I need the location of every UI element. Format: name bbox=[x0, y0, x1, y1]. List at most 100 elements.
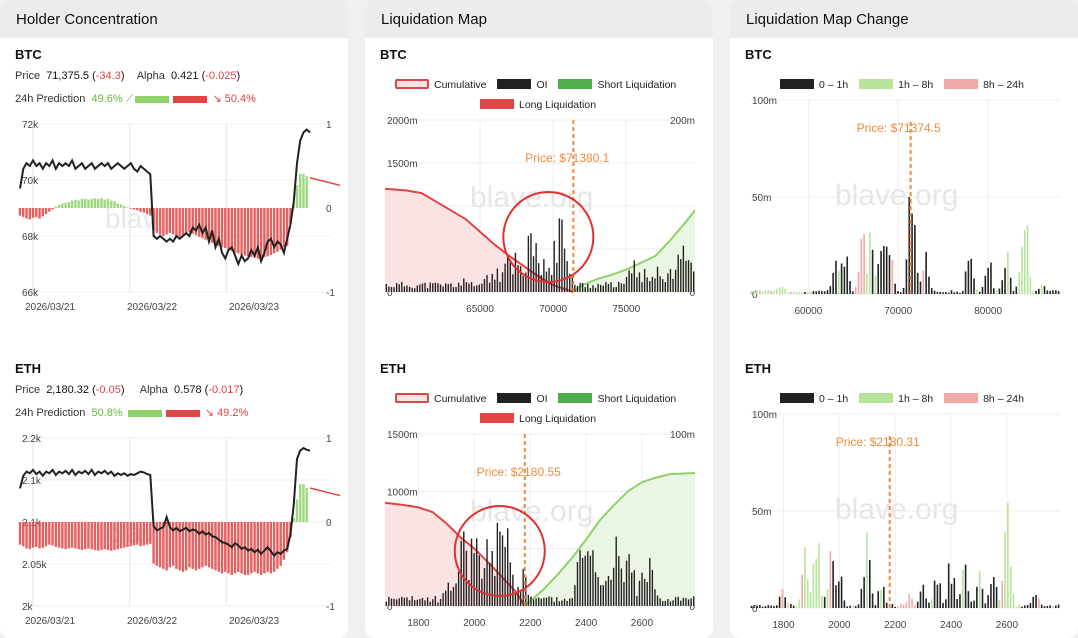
oi-bar bbox=[488, 562, 491, 606]
y-tick-label: 1500m bbox=[387, 159, 418, 170]
alpha-bar bbox=[168, 522, 172, 568]
alpha-bar bbox=[90, 198, 93, 208]
oi-bar bbox=[623, 283, 625, 292]
legend-8h-24h[interactable]: 8h – 24h bbox=[944, 393, 1024, 405]
oi-bar bbox=[569, 273, 571, 292]
oi-bar bbox=[625, 277, 628, 292]
alpha-bar bbox=[263, 522, 266, 574]
change-bar bbox=[880, 589, 882, 608]
holder-card: Holder Concentration BTC Price 71,375.5 … bbox=[0, 0, 348, 638]
oi-bar bbox=[680, 600, 682, 606]
oi-bar bbox=[432, 599, 434, 606]
eth-price-value: 2,180.32 bbox=[46, 384, 90, 396]
alpha-bar bbox=[188, 208, 191, 233]
oi-bar bbox=[522, 568, 524, 606]
oi-bar bbox=[556, 262, 558, 292]
oi-bar bbox=[690, 598, 692, 606]
legend-cumulative[interactable]: Cumulative bbox=[395, 393, 487, 405]
change-bar bbox=[795, 292, 798, 294]
oi-bar bbox=[618, 556, 620, 606]
oi-bar bbox=[478, 284, 480, 292]
eth-liqmap-legend-2: Long Liquidation bbox=[480, 413, 604, 425]
y2-tick-label: 1 bbox=[326, 434, 332, 445]
alpha-bar bbox=[96, 198, 100, 208]
change-bar bbox=[973, 600, 975, 608]
change-bar bbox=[860, 238, 863, 294]
oi-bar bbox=[416, 285, 418, 292]
alpha-bar bbox=[233, 208, 237, 253]
oi-bar bbox=[610, 282, 612, 292]
oi-bar bbox=[571, 276, 573, 292]
oi-bar bbox=[646, 277, 648, 292]
price-line bbox=[19, 128, 311, 267]
oi-bar bbox=[532, 256, 535, 292]
change-bar bbox=[953, 292, 956, 294]
legend-short-liquidation[interactable]: Short Liquidation bbox=[558, 79, 676, 91]
oi-bar bbox=[587, 283, 589, 292]
alpha-bar bbox=[100, 522, 103, 550]
x-tick-label: 2026/03/22 bbox=[127, 616, 177, 627]
price-label: Price: $71380.1 bbox=[525, 151, 609, 165]
change-bar bbox=[987, 595, 989, 608]
alpha-bar bbox=[233, 522, 237, 574]
change-bar bbox=[995, 290, 998, 294]
alpha-bar bbox=[171, 208, 175, 235]
legend-oi[interactable]: OI bbox=[497, 393, 548, 405]
change-bar bbox=[956, 599, 958, 608]
alpha-bar bbox=[145, 522, 149, 545]
oi-bar bbox=[483, 279, 486, 292]
change-bar bbox=[871, 593, 874, 608]
legend-cumulative[interactable]: Cumulative bbox=[395, 79, 487, 91]
change-bar bbox=[792, 605, 795, 608]
legend-1h-8h[interactable]: 1h – 8h bbox=[859, 79, 933, 91]
change-bar bbox=[1007, 252, 1009, 294]
alpha-bar bbox=[28, 522, 31, 550]
x-tick-label: 70000 bbox=[539, 304, 567, 315]
oi-bar bbox=[682, 245, 685, 292]
oi-bar bbox=[594, 572, 597, 606]
oi-bar bbox=[527, 594, 530, 606]
oi-bar bbox=[525, 272, 527, 292]
alpha-bar bbox=[74, 199, 77, 208]
eth-liqchange-legend: 0 – 1h 1h – 8h 8h – 24h bbox=[780, 393, 1032, 405]
oi-bar bbox=[429, 282, 431, 292]
oi-bar bbox=[390, 286, 393, 292]
alpha-bar bbox=[224, 522, 227, 572]
alpha-bar bbox=[90, 522, 93, 550]
oi-bar bbox=[589, 555, 592, 606]
legend-oi[interactable]: OI bbox=[497, 79, 548, 91]
legend-0-1h[interactable]: 0 – 1h bbox=[780, 393, 848, 405]
change-bar bbox=[1015, 606, 1018, 608]
alpha-bar bbox=[67, 201, 71, 208]
oi-bar bbox=[465, 282, 468, 292]
oi-bar bbox=[566, 600, 568, 606]
alpha-bar bbox=[211, 522, 214, 569]
change-bar bbox=[905, 602, 908, 608]
oi-bar bbox=[527, 235, 530, 292]
oi-bar bbox=[491, 550, 493, 606]
oi-bar bbox=[615, 286, 617, 292]
x-tick-label: 2026/03/21 bbox=[25, 302, 75, 313]
alpha-bar bbox=[227, 208, 230, 250]
oi-bar bbox=[602, 285, 604, 292]
oi-bar bbox=[517, 265, 519, 292]
change-bar bbox=[798, 292, 801, 294]
legend-1h-8h[interactable]: 1h – 8h bbox=[859, 393, 933, 405]
oi-bar bbox=[638, 580, 641, 606]
alpha-bar bbox=[230, 522, 234, 575]
change-bar bbox=[981, 588, 984, 608]
legend-8h-24h[interactable]: 8h – 24h bbox=[944, 79, 1024, 91]
oi-bar bbox=[667, 273, 669, 292]
legend-long-liquidation[interactable]: Long Liquidation bbox=[480, 413, 596, 425]
legend-long-liquidation[interactable]: Long Liquidation bbox=[480, 99, 596, 111]
oi-bar bbox=[468, 579, 470, 606]
alpha-bar bbox=[18, 522, 22, 545]
change-bar bbox=[978, 291, 981, 294]
oi-bar bbox=[450, 283, 452, 292]
highlight-circle bbox=[453, 505, 546, 597]
legend-short-liquidation[interactable]: Short Liquidation bbox=[558, 393, 676, 405]
alpha-bar bbox=[87, 522, 90, 549]
legend-0-1h[interactable]: 0 – 1h bbox=[780, 79, 848, 91]
oi-bar bbox=[543, 597, 545, 606]
oi-bar bbox=[656, 266, 659, 292]
